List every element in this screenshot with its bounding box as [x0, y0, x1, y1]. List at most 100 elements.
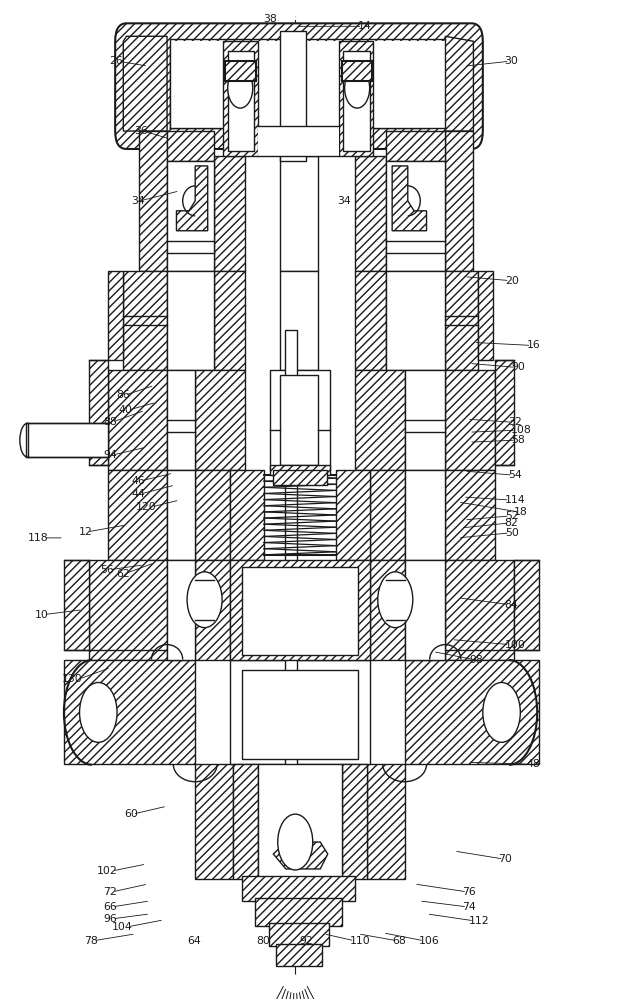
Polygon shape — [167, 271, 214, 370]
Bar — [224, 41, 257, 156]
Polygon shape — [176, 166, 208, 231]
Text: 112: 112 — [469, 916, 490, 926]
Text: 76: 76 — [462, 887, 476, 897]
Text: 64: 64 — [187, 936, 201, 946]
Polygon shape — [371, 470, 404, 560]
Polygon shape — [195, 470, 230, 560]
Polygon shape — [445, 560, 514, 660]
Polygon shape — [64, 660, 195, 764]
Polygon shape — [195, 560, 230, 660]
Polygon shape — [123, 36, 167, 131]
Text: 66: 66 — [103, 902, 117, 912]
Bar — [279, 31, 306, 161]
Text: 52: 52 — [505, 511, 519, 521]
Text: 114: 114 — [505, 495, 525, 505]
Text: 14: 14 — [358, 21, 372, 31]
Polygon shape — [404, 370, 445, 470]
Bar — [242, 670, 358, 759]
Polygon shape — [386, 161, 445, 271]
Text: 16: 16 — [526, 340, 540, 350]
Polygon shape — [214, 156, 245, 271]
Polygon shape — [89, 360, 107, 465]
Text: 34: 34 — [131, 196, 145, 206]
Polygon shape — [386, 271, 445, 370]
Bar — [228, 51, 254, 151]
Polygon shape — [445, 271, 478, 370]
Circle shape — [345, 68, 370, 108]
Polygon shape — [445, 470, 495, 560]
Bar — [170, 48, 430, 128]
Text: 106: 106 — [419, 936, 440, 946]
Bar — [279, 271, 318, 370]
Text: 94: 94 — [103, 450, 117, 460]
Polygon shape — [233, 764, 257, 879]
Polygon shape — [495, 360, 514, 465]
Polygon shape — [404, 560, 445, 660]
Text: 68: 68 — [392, 936, 406, 946]
Polygon shape — [371, 560, 404, 660]
Text: 108: 108 — [511, 425, 532, 435]
Polygon shape — [392, 166, 426, 231]
Polygon shape — [230, 470, 264, 560]
Text: 92: 92 — [300, 936, 313, 946]
Text: 70: 70 — [499, 854, 512, 864]
Polygon shape — [107, 470, 167, 560]
Text: 86: 86 — [116, 390, 129, 400]
Polygon shape — [404, 470, 445, 560]
Polygon shape — [336, 470, 371, 560]
Text: 30: 30 — [505, 56, 519, 66]
Text: 46: 46 — [131, 476, 145, 486]
Text: 48: 48 — [526, 759, 540, 769]
Text: 50: 50 — [505, 528, 519, 538]
Text: 44: 44 — [131, 489, 145, 499]
Circle shape — [228, 68, 252, 108]
Text: 72: 72 — [103, 887, 117, 897]
Polygon shape — [342, 764, 367, 879]
Polygon shape — [404, 660, 539, 764]
Bar — [269, 923, 329, 946]
Polygon shape — [89, 560, 167, 660]
Text: 18: 18 — [514, 507, 528, 517]
Polygon shape — [195, 370, 245, 470]
Circle shape — [483, 682, 521, 742]
Text: 74: 74 — [462, 902, 476, 912]
Text: 12: 12 — [78, 527, 92, 537]
Text: 80: 80 — [256, 936, 269, 946]
Circle shape — [80, 682, 117, 742]
Text: 34: 34 — [337, 196, 351, 206]
Text: 40: 40 — [119, 405, 133, 415]
Polygon shape — [107, 370, 167, 470]
Polygon shape — [355, 156, 386, 271]
Polygon shape — [355, 370, 404, 470]
Text: 98: 98 — [469, 655, 483, 665]
Polygon shape — [167, 131, 214, 161]
Polygon shape — [139, 131, 167, 271]
Polygon shape — [478, 271, 494, 360]
Bar — [270, 370, 330, 470]
Bar — [279, 156, 318, 271]
Polygon shape — [123, 271, 167, 370]
Text: 56: 56 — [100, 565, 114, 575]
Polygon shape — [195, 764, 233, 879]
Bar — [242, 567, 358, 655]
Polygon shape — [445, 36, 474, 131]
Circle shape — [378, 572, 413, 628]
Text: 104: 104 — [112, 922, 133, 932]
Polygon shape — [167, 560, 195, 660]
Text: 110: 110 — [350, 936, 371, 946]
Text: 130: 130 — [62, 675, 83, 685]
Bar — [242, 876, 355, 901]
Polygon shape — [167, 370, 195, 470]
Bar — [339, 41, 374, 156]
Text: 118: 118 — [28, 533, 48, 543]
Polygon shape — [170, 41, 445, 128]
Polygon shape — [167, 161, 214, 271]
Text: 78: 78 — [85, 936, 99, 946]
Text: 10: 10 — [35, 610, 48, 620]
Text: 36: 36 — [134, 126, 148, 136]
Bar — [254, 898, 342, 926]
FancyBboxPatch shape — [115, 23, 483, 149]
Bar — [273, 470, 327, 485]
Text: 62: 62 — [116, 569, 129, 579]
Text: 54: 54 — [508, 470, 522, 480]
